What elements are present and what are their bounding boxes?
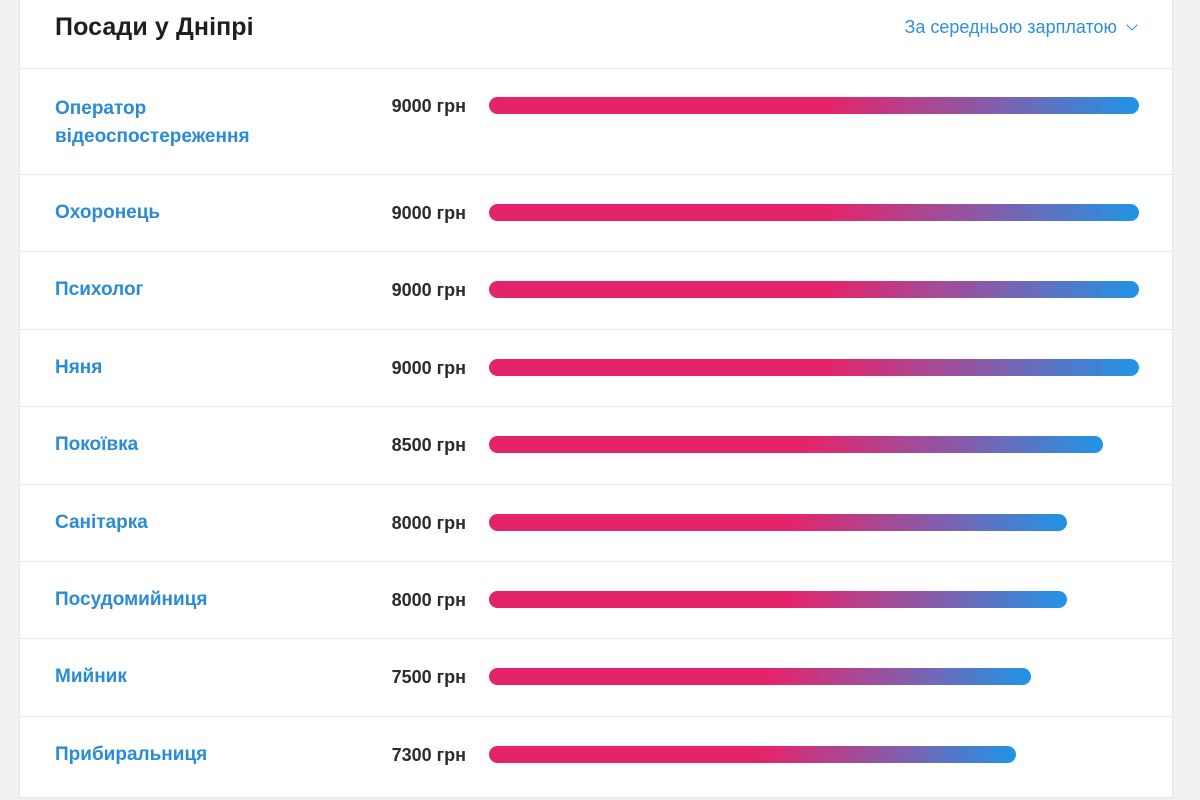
sort-dropdown[interactable]: За середньою зарплатою <box>904 17 1138 38</box>
job-title-link[interactable]: Охоронець <box>55 202 161 223</box>
salary-bar <box>489 204 1139 221</box>
list-item: Оператор відеоспостереження 9000 грн <box>20 69 1172 175</box>
salary-value: 9000 грн <box>391 203 466 223</box>
salary-bar <box>489 745 1016 763</box>
salary-bar <box>489 358 1139 376</box>
list-item: Прибиральниця 7300 грн <box>20 717 1172 794</box>
salary-bar-track <box>489 590 1139 608</box>
list-item: Мийник 7500 грн <box>20 639 1172 717</box>
list-item: Санітарка 8000 грн <box>20 485 1172 562</box>
jobs-card: Посади у Дніпрі За середньою зарплатою О… <box>19 0 1173 798</box>
jobs-list: Оператор відеоспостереження 9000 грн Охо… <box>20 69 1172 794</box>
salary-value: 9000 грн <box>391 96 466 116</box>
salary-bar <box>489 668 1031 686</box>
job-title-link[interactable]: Санітарка <box>55 511 148 533</box>
job-title-link[interactable]: Прибиральниця <box>55 743 208 765</box>
job-title-link[interactable]: Покоївка <box>55 434 139 456</box>
salary-value: 7500 грн <box>391 667 466 688</box>
salary-bar-track <box>489 358 1139 376</box>
salary-bar-track <box>489 513 1139 531</box>
salary-bar <box>489 281 1139 299</box>
job-title-link[interactable]: Няня <box>55 356 103 378</box>
salary-value: 8000 грн <box>391 589 466 610</box>
salary-bar-track <box>489 745 1139 763</box>
salary-bar <box>489 590 1067 608</box>
list-item: Няня 9000 грн <box>20 330 1172 408</box>
list-item: Покоївка 8500 грн <box>20 407 1172 485</box>
sort-dropdown-label: За середньою зарплатою <box>904 17 1117 37</box>
salary-value: 9000 грн <box>391 280 466 301</box>
list-item: Охоронець 9000 грн <box>20 175 1172 253</box>
salary-bar-track <box>489 204 1139 221</box>
salary-bar <box>489 513 1067 531</box>
chevron-down-icon <box>1126 19 1138 31</box>
salary-value: 7300 грн <box>391 744 466 765</box>
salary-bar <box>489 436 1103 454</box>
list-item: Психолог 9000 грн <box>20 252 1172 330</box>
salary-bar <box>489 97 1139 114</box>
salary-value: 8000 грн <box>391 512 466 533</box>
salary-bar-track <box>489 281 1139 299</box>
job-title-link[interactable]: Психолог <box>55 279 144 301</box>
salary-bar-track <box>489 97 1139 114</box>
page-title: Посади у Дніпрі <box>55 13 254 41</box>
salary-bar-track <box>489 668 1139 686</box>
salary-value: 8500 грн <box>391 435 466 456</box>
card-header: Посади у Дніпрі За середньою зарплатою <box>20 0 1172 69</box>
job-title-link[interactable]: Посудомийниця <box>55 588 208 610</box>
job-title-link[interactable]: Оператор відеоспостереження <box>55 98 250 147</box>
list-item: Посудомийниця 8000 грн <box>20 562 1172 640</box>
job-title-link[interactable]: Мийник <box>55 666 127 688</box>
salary-bar-track <box>489 436 1139 454</box>
salary-value: 9000 грн <box>391 357 466 378</box>
